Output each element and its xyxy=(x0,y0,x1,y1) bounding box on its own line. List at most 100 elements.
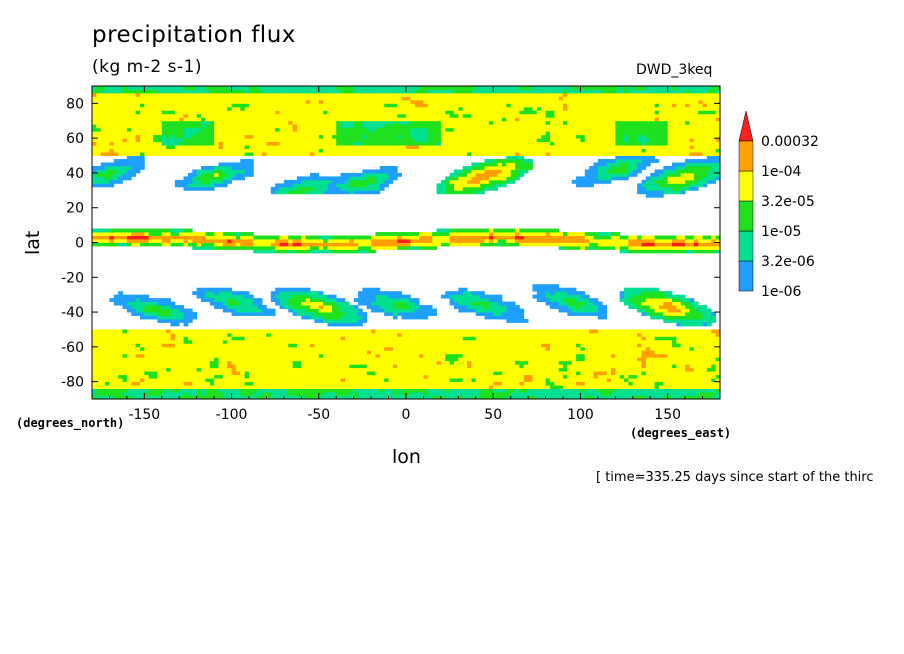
heatmap-cell xyxy=(593,367,599,372)
heatmap-cell xyxy=(283,186,289,191)
heatmap-cell xyxy=(453,172,459,177)
heatmap-cell xyxy=(680,176,686,181)
heatmap-cell xyxy=(196,339,202,344)
heatmap-cell xyxy=(414,381,420,386)
heatmap-cell xyxy=(222,245,228,250)
heatmap-cell xyxy=(650,339,655,344)
heatmap-cell xyxy=(536,287,542,292)
heatmap-cell xyxy=(214,343,219,348)
heatmap-cell xyxy=(109,183,115,188)
heatmap-cell xyxy=(615,339,621,344)
heatmap-cell xyxy=(567,378,573,383)
heatmap-cell xyxy=(602,350,608,355)
heatmap-cell xyxy=(406,371,411,376)
heatmap-cell xyxy=(336,388,341,393)
heatmap-cell xyxy=(650,176,655,181)
heatmap-cell xyxy=(201,364,206,369)
heatmap-cell xyxy=(462,239,468,243)
heatmap-cell xyxy=(515,172,520,177)
heatmap-cell xyxy=(680,332,686,337)
heatmap-cell xyxy=(170,371,176,376)
heatmap-cell xyxy=(148,353,154,358)
heatmap-cell xyxy=(201,388,206,393)
heatmap-cell xyxy=(292,242,298,247)
heatmap-cell xyxy=(292,371,298,376)
heatmap-cell xyxy=(358,190,363,195)
heatmap-cell xyxy=(131,329,137,334)
heatmap-cell xyxy=(606,242,612,247)
heatmap-cell xyxy=(262,249,267,254)
heatmap-cell xyxy=(92,235,97,240)
heatmap-cell xyxy=(314,336,320,341)
heatmap-cell xyxy=(275,392,280,396)
heatmap-cell xyxy=(222,378,228,383)
heatmap-cell xyxy=(436,367,442,372)
heatmap-cell xyxy=(645,298,651,303)
heatmap-cell xyxy=(440,183,446,188)
heatmap-cell xyxy=(209,169,215,174)
heatmap-cell xyxy=(680,381,686,386)
heatmap-cell xyxy=(589,350,594,355)
heatmap-cell xyxy=(637,249,642,254)
heatmap-cell xyxy=(515,392,520,396)
heatmap-cell xyxy=(663,385,669,389)
heatmap-cell xyxy=(323,392,328,396)
heatmap-cell xyxy=(632,305,638,309)
heatmap-cell xyxy=(558,294,564,299)
heatmap-cell xyxy=(358,343,363,348)
heatmap-cell xyxy=(506,374,512,379)
heatmap-cell xyxy=(497,305,503,309)
heatmap-cell xyxy=(571,287,577,292)
heatmap-cell xyxy=(214,395,219,400)
heatmap-cell xyxy=(392,232,398,236)
heatmap-cell xyxy=(344,371,350,376)
heatmap-cell xyxy=(249,371,254,376)
heatmap-cell xyxy=(218,339,224,344)
heatmap-cell xyxy=(501,172,507,177)
heatmap-cell xyxy=(244,350,250,355)
heatmap-cell xyxy=(698,169,703,174)
heatmap-cell xyxy=(96,228,102,233)
heatmap-cell xyxy=(689,319,695,323)
heatmap-cell xyxy=(563,392,568,396)
heatmap-cell xyxy=(506,392,512,396)
heatmap-cell xyxy=(480,301,485,306)
heatmap-cell xyxy=(366,329,372,334)
heatmap-cell xyxy=(249,392,254,396)
heatmap-cell xyxy=(427,367,433,372)
heatmap-cell xyxy=(589,169,594,174)
heatmap-cell xyxy=(323,367,328,372)
heatmap-cell xyxy=(506,305,512,309)
heatmap-cell xyxy=(667,371,673,376)
heatmap-cell xyxy=(706,357,712,362)
heatmap-cell xyxy=(689,395,695,400)
heatmap-cell xyxy=(249,343,254,348)
heatmap-cell xyxy=(201,186,206,191)
heatmap-cell xyxy=(593,339,599,344)
heatmap-cell xyxy=(244,343,250,348)
heatmap-cell xyxy=(401,353,407,358)
heatmap-cell xyxy=(257,305,263,309)
heatmap-cell xyxy=(619,364,625,369)
heatmap-cell xyxy=(685,308,690,313)
chart-units: (kg m-2 s-1) xyxy=(92,57,203,77)
heatmap-cell xyxy=(497,381,503,386)
heatmap-cell xyxy=(523,228,529,233)
heatmap-cell xyxy=(336,353,341,358)
heatmap-cell xyxy=(166,305,171,309)
heatmap-cell xyxy=(693,242,699,247)
heatmap-cell xyxy=(615,169,621,174)
heatmap-cell xyxy=(301,378,307,383)
heatmap-cell xyxy=(153,232,158,236)
heatmap-cell xyxy=(340,312,346,316)
heatmap-cell xyxy=(118,353,123,358)
heatmap-cell xyxy=(201,367,206,372)
heatmap-cell xyxy=(131,242,137,247)
heatmap-cell xyxy=(340,249,346,254)
heatmap-cell xyxy=(362,378,368,383)
heatmap-cell xyxy=(153,367,158,372)
heatmap-cell xyxy=(392,371,398,376)
heatmap-cell xyxy=(283,179,289,184)
heatmap-cell xyxy=(658,245,664,250)
heatmap-cell xyxy=(685,235,690,240)
